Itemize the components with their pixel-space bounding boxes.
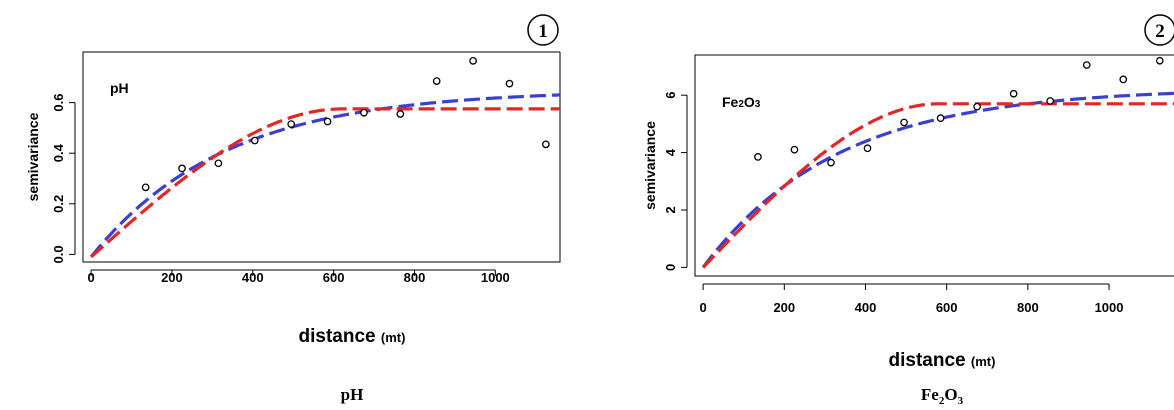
- x-tick-label: 0: [700, 300, 707, 315]
- data-point: [1009, 89, 1018, 98]
- x-tick-label: 200: [161, 270, 183, 285]
- caption-ph: pH: [341, 385, 364, 404]
- chart-panel-1: 0 200 400 600 800 1000 0.0 0.2 0.4 0.6 semivarianc…: [25, 14, 561, 347]
- y-tick-label: 0.4: [51, 143, 66, 162]
- x-tick-label: 600: [323, 270, 345, 285]
- y-tick-label: 0: [663, 264, 678, 271]
- x-tick-label: 800: [1017, 300, 1039, 315]
- x-tick-label: 0: [87, 270, 94, 285]
- x-tick-label: 1000: [1095, 300, 1124, 315]
- y-axis-label: semivariance: [642, 121, 658, 210]
- x-tick-label: 1000: [481, 270, 510, 285]
- data-point: [827, 158, 835, 167]
- spherical-model-line: [90, 107, 560, 259]
- data-point: [396, 110, 405, 118]
- data-point: [469, 57, 477, 65]
- x-tick-label: 400: [855, 300, 877, 315]
- data-point: [505, 79, 514, 88]
- y-tick-label: 0.0: [51, 245, 66, 263]
- caption-fe2o3: Fe2O3: [921, 385, 964, 407]
- data-point: [936, 114, 945, 122]
- y-tick-label: 6: [663, 92, 678, 99]
- badge-number: 2: [1155, 21, 1165, 42]
- data-point: [1119, 75, 1128, 84]
- spherical-model-line: [701, 102, 1174, 269]
- badge-circle: [527, 14, 559, 46]
- plot-frame: [694, 54, 1174, 277]
- data-point: [863, 144, 872, 153]
- y-tick-label: 4: [663, 148, 678, 156]
- y-axis-label: semivariance: [25, 112, 41, 201]
- x-tick-label: 800: [404, 270, 426, 285]
- data-point: [432, 77, 441, 85]
- badge-circle: [1144, 14, 1174, 46]
- data-point: [973, 102, 981, 111]
- y-tick-label: 2: [663, 206, 678, 213]
- data-point: [141, 183, 150, 192]
- data-point: [900, 118, 908, 127]
- data-point: [214, 159, 223, 168]
- panel-number-badge: 2: [1144, 14, 1174, 46]
- x-tick-label: 200: [773, 300, 795, 315]
- panel-number-badge: 1: [527, 14, 559, 46]
- y-tick-label: 0.2: [51, 195, 66, 213]
- x-axis-label: distance (mt): [889, 350, 996, 371]
- data-point: [1046, 97, 1055, 105]
- chart-panel-2: 0 200 400 600 800 1000 0 2 4 6 semivariance distanc…: [642, 14, 1174, 371]
- panel-label: pH: [110, 80, 129, 96]
- x-tick-label: 400: [242, 270, 264, 285]
- badge-number: 1: [538, 21, 548, 42]
- y-tick-label: 0.6: [51, 94, 66, 112]
- x-axis-label: distance (mt): [299, 326, 406, 347]
- data-point: [1082, 61, 1091, 69]
- x-tick-label: 600: [936, 300, 958, 315]
- data-point: [250, 136, 259, 145]
- data-point: [360, 108, 368, 117]
- data-point: [542, 140, 550, 149]
- data-point: [323, 117, 332, 126]
- data-point: [790, 145, 799, 154]
- data-point: [287, 120, 296, 128]
- plot-frame: [82, 51, 561, 263]
- panel-label: Fe2O3: [722, 94, 761, 110]
- data-point: [1155, 56, 1164, 65]
- data-point: [754, 153, 762, 161]
- data-point: [178, 164, 186, 173]
